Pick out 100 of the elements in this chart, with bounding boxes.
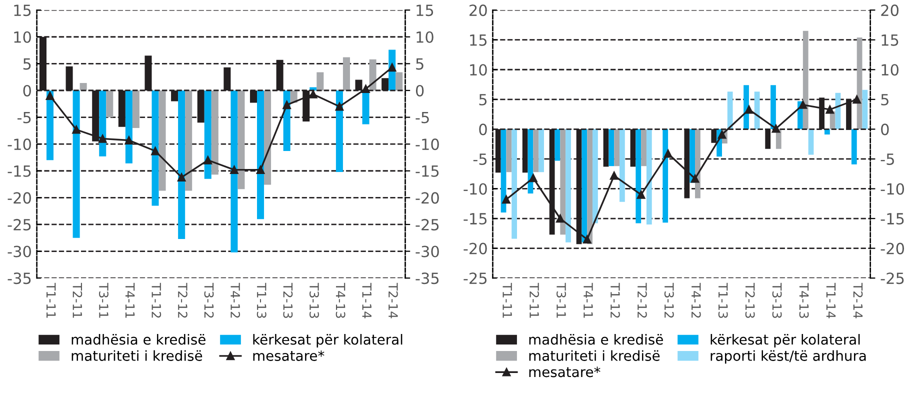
bar	[336, 90, 343, 172]
y-tick-label: 0	[479, 124, 487, 136]
point	[388, 63, 396, 72]
bar	[396, 72, 403, 90]
bar	[614, 129, 620, 166]
x-tick-label: T3-11	[556, 282, 566, 318]
bar	[106, 90, 114, 118]
y-tick-label: -25	[464, 272, 487, 284]
y2-tick-label: -20	[416, 192, 439, 204]
y-tick-label: -20	[464, 242, 487, 254]
y-tick-label: -5	[473, 154, 487, 165]
bar	[770, 85, 776, 130]
bar	[727, 92, 733, 130]
bar	[608, 129, 614, 166]
x-tick-label: T2-11	[72, 282, 82, 318]
bar	[582, 129, 588, 242]
bar	[211, 90, 218, 175]
point	[826, 105, 834, 114]
x-tick-label: T4-13	[799, 282, 809, 318]
y-tick-label: 0	[23, 84, 31, 96]
y2-tick-label: -20	[880, 242, 904, 254]
bar	[560, 129, 566, 235]
bar	[125, 90, 132, 164]
bar	[636, 129, 642, 224]
y2-tick-label: 0	[881, 124, 889, 136]
x-tick-label: T2-13	[745, 282, 755, 318]
point	[636, 190, 646, 199]
legend-label: raporti këst/të ardhura	[710, 350, 866, 364]
point	[72, 125, 80, 134]
x-tick-label: T4-12	[692, 282, 701, 318]
point	[529, 174, 538, 182]
bar	[808, 129, 814, 155]
y2-tick-label: -25	[416, 218, 439, 230]
bar	[512, 129, 518, 239]
x-tick-label: T3-12	[204, 282, 214, 318]
y2-tick-label: 15	[882, 34, 898, 46]
x-tick-label: T1-13	[718, 282, 728, 318]
x-tick-label: T2-12	[178, 282, 188, 318]
bar	[862, 90, 868, 130]
y2-tick-label: 10	[882, 64, 898, 76]
point	[502, 195, 510, 204]
x-tick-label: T1-14	[362, 282, 372, 318]
point	[610, 171, 618, 180]
y2-tick-label: -15	[416, 166, 439, 177]
bar	[662, 129, 668, 223]
y-tick-label: 5	[479, 94, 487, 106]
bar	[152, 90, 159, 206]
point	[177, 173, 186, 182]
y-tick-label: -30	[8, 246, 31, 258]
bar	[178, 90, 186, 239]
bar	[506, 129, 512, 172]
point	[772, 124, 780, 133]
point	[151, 146, 160, 156]
point	[230, 166, 238, 174]
point	[362, 84, 370, 94]
bar	[641, 129, 646, 166]
y2-tick-label: -15	[880, 213, 904, 225]
y-tick-label: -25	[8, 218, 31, 230]
point	[308, 90, 318, 98]
legend-label: kërkesat për kolateral	[253, 334, 402, 348]
y2-tick-label: -35	[416, 272, 439, 284]
y2-tick-label: 5	[416, 58, 424, 70]
y2-tick-label: 0	[416, 84, 424, 96]
bar	[46, 90, 54, 160]
x-tick-label: T2-11	[530, 282, 540, 318]
y2-tick-label: -30	[416, 246, 439, 258]
legend-label: maturiteti i kredisë	[72, 350, 202, 361]
bar	[158, 90, 166, 191]
bar	[80, 82, 87, 90]
y2-tick-label: -5	[416, 112, 429, 124]
bar	[646, 129, 652, 224]
y-tick-label: 15	[14, 4, 31, 16]
legend-label: madhësia e kredisë	[529, 334, 663, 345]
y-tick-label: 15	[470, 34, 487, 46]
x-tick-label: T1-11	[46, 282, 56, 318]
bar	[132, 90, 140, 128]
y-tick-label: 20	[470, 4, 487, 16]
y2-tick-label: -10	[416, 138, 439, 150]
point	[46, 92, 54, 100]
legend-label: mesatare*	[529, 366, 600, 378]
point	[204, 156, 212, 164]
x-tick-label: T3-12	[664, 282, 674, 318]
bar	[369, 59, 376, 90]
x-tick-label: T4-11	[584, 282, 593, 318]
y2-tick-label: 20	[881, 4, 898, 16]
bar	[257, 90, 264, 220]
x-tick-label: T2-14	[388, 282, 398, 318]
point	[664, 149, 672, 158]
bar	[533, 129, 539, 172]
x-tick-label: T1-14	[826, 282, 836, 318]
x-tick-label: T4-11	[125, 282, 135, 318]
y-tick-label: -10	[8, 138, 31, 150]
legend-label: mesatare*	[253, 350, 324, 361]
point	[335, 102, 344, 111]
bar	[566, 129, 571, 242]
bar	[587, 129, 593, 244]
bar	[851, 129, 857, 164]
bar	[316, 72, 324, 90]
x-tick-label: T3-13	[772, 282, 782, 318]
y-tick-label: -5	[17, 112, 31, 124]
